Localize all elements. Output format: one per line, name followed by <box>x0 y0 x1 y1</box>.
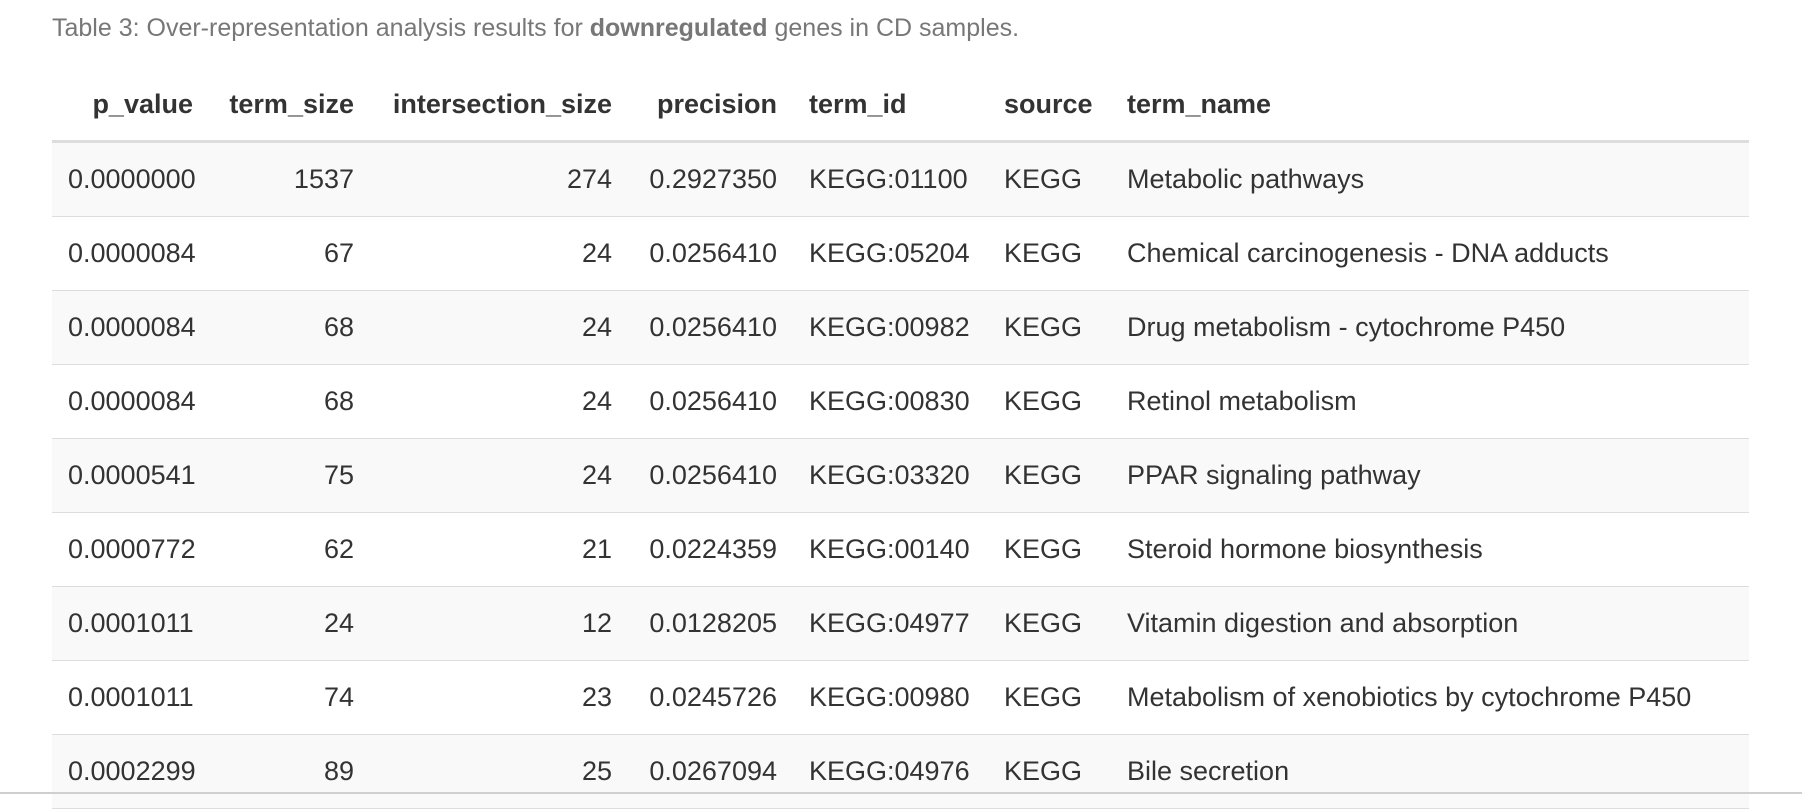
cell-intersection-size: 12 <box>370 586 628 661</box>
cell-term-name: Chemical carcinogenesis - DNA adducts <box>1111 216 1749 291</box>
column-header-precision: precision <box>628 68 793 143</box>
cell-term-id: KEGG:00982 <box>793 290 988 365</box>
table-row: 0.0000000 1537 274 0.2927350 KEGG:01100 KEGG M… <box>52 141 1749 217</box>
cell-source: KEGG <box>988 660 1111 735</box>
cell-term-id: KEGG:04976 <box>793 734 988 809</box>
cell-intersection-size: 21 <box>370 512 628 587</box>
cell-term-size: 74 <box>209 660 370 735</box>
cell-source: KEGG <box>988 290 1111 365</box>
caption-suffix: genes in CD samples. <box>767 14 1020 42</box>
cell-precision: 0.0256410 <box>628 438 793 513</box>
column-header-intersection-size: intersection_size <box>370 68 628 143</box>
column-header-term-id: term_id <box>793 68 988 143</box>
column-header-source: source <box>988 68 1111 143</box>
table-row: 0.0000772 62 21 0.0224359 KEGG:00140 KEGG Ster… <box>52 512 1749 587</box>
cell-precision: 0.2927350 <box>628 141 793 217</box>
cell-term-id: KEGG:05204 <box>793 216 988 291</box>
table-body: 0.0000000 1537 274 0.2927350 KEGG:01100 KEGG M… <box>52 141 1749 809</box>
cell-term-size: 89 <box>209 734 370 809</box>
cell-precision: 0.0245726 <box>628 660 793 735</box>
cell-term-id: KEGG:03320 <box>793 438 988 513</box>
cell-term-name: PPAR signaling pathway <box>1111 438 1749 513</box>
cell-term-id: KEGG:04977 <box>793 586 988 661</box>
cell-term-name: Bile secretion <box>1111 734 1749 809</box>
cell-precision: 0.0128205 <box>628 586 793 661</box>
column-header-p-value: p_value <box>52 68 209 143</box>
cell-p-value: 0.0000084 <box>52 364 209 439</box>
cell-term-size: 62 <box>209 512 370 587</box>
table-caption: Table 3: Over-representation analysis re… <box>52 14 1019 43</box>
cell-p-value: 0.0001011 <box>52 586 209 661</box>
column-header-term-name: term_name <box>1111 68 1749 143</box>
cell-term-size: 75 <box>209 438 370 513</box>
cell-term-id: KEGG:01100 <box>793 141 988 217</box>
table-header-row: p_value term_size intersection_size precisi… <box>52 68 1749 143</box>
bottom-divider <box>0 792 1802 794</box>
cell-intersection-size: 23 <box>370 660 628 735</box>
cell-precision: 0.0256410 <box>628 290 793 365</box>
cell-p-value: 0.0002299 <box>52 734 209 809</box>
cell-p-value: 0.0000000 <box>52 141 209 217</box>
cell-term-size: 67 <box>209 216 370 291</box>
caption-prefix: Table 3: Over-representation analysis re… <box>52 14 590 42</box>
cell-intersection-size: 24 <box>370 438 628 513</box>
cell-term-name: Metabolic pathways <box>1111 141 1749 217</box>
cell-term-id: KEGG:00980 <box>793 660 988 735</box>
cell-intersection-size: 25 <box>370 734 628 809</box>
table-row: 0.0001011 24 12 0.0128205 KEGG:04977 KEGG Vita… <box>52 586 1749 661</box>
cell-p-value: 0.0000541 <box>52 438 209 513</box>
caption-emphasis: downregulated <box>589 14 768 42</box>
cell-term-size: 68 <box>209 290 370 365</box>
cell-p-value: 0.0000084 <box>52 216 209 291</box>
cell-intersection-size: 24 <box>370 216 628 291</box>
table-row: 0.0000541 75 24 0.0256410 KEGG:03320 KEGG PPAR… <box>52 438 1749 513</box>
cell-source: KEGG <box>988 586 1111 661</box>
cell-source: KEGG <box>988 734 1111 809</box>
cell-p-value: 0.0001011 <box>52 660 209 735</box>
cell-term-name: Steroid hormone biosynthesis <box>1111 512 1749 587</box>
cell-term-id: KEGG:00140 <box>793 512 988 587</box>
cell-term-name: Vitamin digestion and absorption <box>1111 586 1749 661</box>
cell-term-size: 68 <box>209 364 370 439</box>
cell-term-name: Drug metabolism - cytochrome P450 <box>1111 290 1749 365</box>
cell-term-name: Metabolism of xenobiotics by cytochrome … <box>1111 660 1749 735</box>
results-table: p_value term_size intersection_size precisi… <box>52 68 1749 809</box>
table-row: 0.0002299 89 25 0.0267094 KEGG:04976 KEGG Bile… <box>52 734 1749 809</box>
cell-term-id: KEGG:00830 <box>793 364 988 439</box>
cell-p-value: 0.0000772 <box>52 512 209 587</box>
cell-term-size: 24 <box>209 586 370 661</box>
cell-term-name: Retinol metabolism <box>1111 364 1749 439</box>
table-row: 0.0000084 68 24 0.0256410 KEGG:00982 KEGG Drug… <box>52 290 1749 365</box>
table-row: 0.0000084 68 24 0.0256410 KEGG:00830 KEGG Reti… <box>52 364 1749 439</box>
cell-precision: 0.0256410 <box>628 364 793 439</box>
results-table-container: p_value term_size intersection_size precisi… <box>52 68 1749 809</box>
cell-precision: 0.0267094 <box>628 734 793 809</box>
cell-precision: 0.0256410 <box>628 216 793 291</box>
table-row: 0.0001011 74 23 0.0245726 KEGG:00980 KEGG Meta… <box>52 660 1749 735</box>
cell-source: KEGG <box>988 364 1111 439</box>
cell-intersection-size: 24 <box>370 364 628 439</box>
column-header-term-size: term_size <box>209 68 370 143</box>
cell-intersection-size: 274 <box>370 141 628 217</box>
cell-precision: 0.0224359 <box>628 512 793 587</box>
cell-source: KEGG <box>988 438 1111 513</box>
table-row: 0.0000084 67 24 0.0256410 KEGG:05204 KEGG Chem… <box>52 216 1749 291</box>
cell-intersection-size: 24 <box>370 290 628 365</box>
cell-source: KEGG <box>988 216 1111 291</box>
cell-term-size: 1537 <box>209 141 370 217</box>
cell-source: KEGG <box>988 141 1111 217</box>
cell-p-value: 0.0000084 <box>52 290 209 365</box>
cell-source: KEGG <box>988 512 1111 587</box>
